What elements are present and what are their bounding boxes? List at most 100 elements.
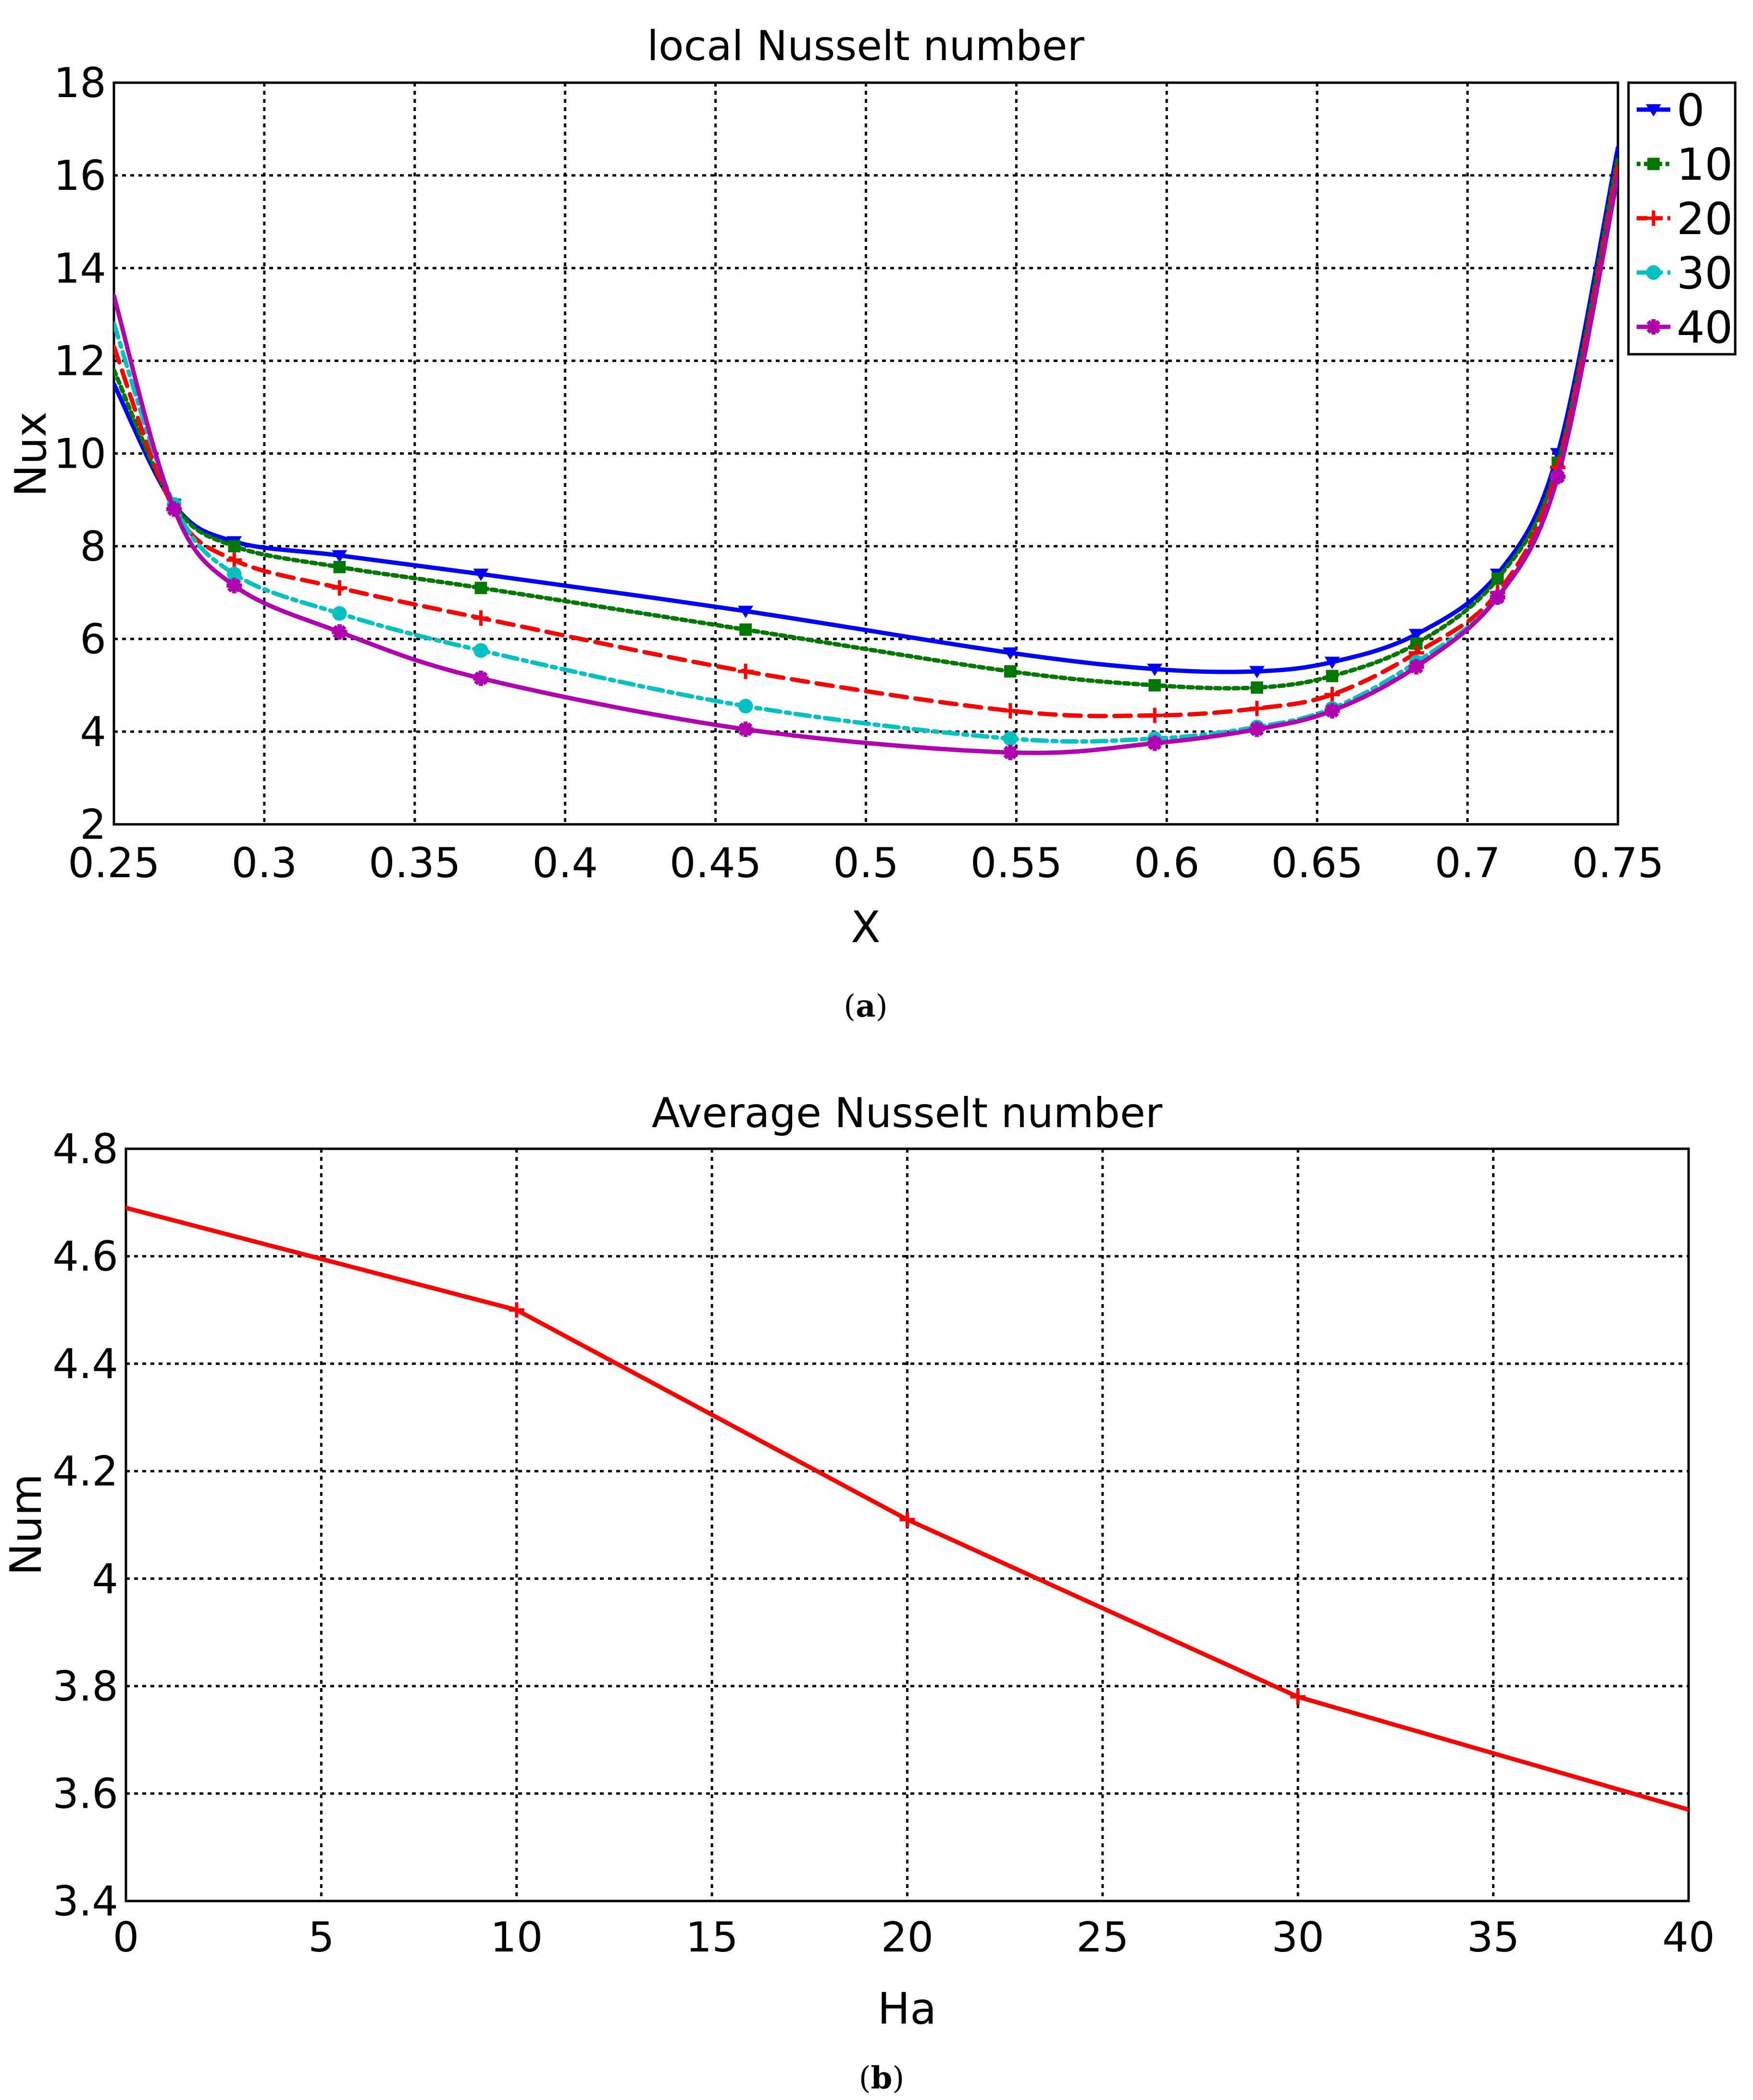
y-tick-label: 10 [54,430,106,478]
data-point [1147,735,1163,751]
x-tick-label: 0.5 [833,839,899,887]
data-point [1490,589,1505,605]
y-tick-label: 2 [80,801,106,849]
data-point [1408,629,1424,642]
x-axis-label: Ha [878,1984,937,2034]
x-tick-label: 25 [1076,1914,1129,1962]
legend-entry-10: 10 [1637,139,1733,190]
y-tick-label: 3.8 [52,1663,118,1711]
data-point [1249,700,1265,716]
x-tick-label: 0.3 [232,839,298,887]
caption-b: (b) [859,2060,905,2096]
data-point [332,550,348,563]
y-axis-label: Num [1,1474,51,1576]
legend-marker [1646,319,1661,335]
y-tick-label: 6 [80,615,106,663]
series-line-0 [114,145,1618,674]
series-40 [114,173,1618,760]
data-point [1324,703,1340,719]
data-point [1249,721,1265,737]
series-10 [114,154,1618,694]
y-tick-label: 4.8 [52,1125,118,1173]
series-Num [126,1205,1689,1812]
chart-title: local Nusselt number [647,22,1084,70]
y-tick-label: 12 [54,337,106,385]
data-point [473,671,489,686]
data-point [738,606,754,618]
data-point [739,623,752,636]
x-tick-label: 10 [490,1914,543,1962]
y-tick-label: 3.4 [52,1877,118,1926]
data-point [1002,745,1018,760]
y-tick-label: 8 [80,522,106,571]
y-tick-label: 16 [54,152,106,200]
data-point [1408,659,1424,675]
x-tick-label: 15 [685,1914,738,1962]
x-tick-label: 0.6 [1134,839,1200,887]
x-tick-label: 5 [308,1914,335,1962]
data-point [473,643,488,658]
data-point [228,540,241,553]
legend-marker [1646,104,1661,117]
data-point [509,1302,524,1318]
data-point [738,698,753,714]
legend-label: 0 [1677,85,1705,136]
data-point [226,578,242,594]
x-tick-label: 0.65 [1271,839,1363,887]
data-point [332,624,348,640]
data-point [1249,666,1265,679]
data-point [899,1512,915,1528]
data-point [1147,708,1163,723]
x-tick-label: 0.35 [369,839,460,887]
legend-entry-20: 20 [1637,193,1733,245]
legend-entry-30: 30 [1637,248,1733,299]
y-tick-labels: 2 4 6 8 10 12 14 16 18 [54,59,106,849]
data-point [227,567,242,582]
data-point [226,552,242,568]
x-tick-label: 0.75 [1572,839,1664,887]
data-point [1324,686,1340,702]
y-tick-label: 4.6 [52,1233,118,1281]
x-tick-labels: 0 5 10 15 20 25 30 35 40 [113,1914,1715,1962]
data-point [1003,731,1018,746]
x-tick-label: 30 [1272,1914,1324,1962]
x-tick-label: 0.25 [68,839,160,887]
average-nusselt-chart: 0 5 10 15 20 25 30 35 40 3.43.63.844.24.44.64.8 … [1,1089,1715,2034]
legend-label: 10 [1677,139,1733,190]
data-point [738,663,754,679]
x-tick-label: 35 [1467,1914,1519,1962]
y-tick-label: 18 [54,59,106,107]
data-point [474,582,487,594]
x-tick-label: 0 [113,1914,139,1962]
y-tick-labels: 3.4 3.6 3.8 4 4.2 4.4 4.6 4.8 [52,1125,118,1926]
data-point [166,501,182,517]
data-point [473,610,489,626]
x-tick-label: 0.55 [970,839,1062,887]
grid [112,81,1619,826]
y-tick-label: 4 [80,708,106,756]
y-tick-label: 3.6 [52,1770,118,1818]
data-point [333,560,346,573]
legend-entry-40: 40 [1637,302,1733,353]
data-point [1002,647,1018,660]
legend-label: 20 [1677,193,1733,245]
plot-frame [112,81,1619,826]
legend-label: 30 [1677,248,1733,299]
legend-label: 40 [1677,302,1733,353]
x-tick-label: 40 [1662,1914,1715,1962]
data-point [1326,670,1339,683]
series-line-20 [114,164,1618,719]
x-tick-labels: 0.25 0.3 0.35 0.4 0.45 0.5 0.55 0.6 0.65 0.7 0.75 [68,839,1664,887]
legend-marker [1646,211,1661,226]
data-point [738,721,754,737]
x-tick-label: 0.45 [670,839,761,887]
data-point [332,606,347,621]
data-point [332,580,348,596]
series-group [126,1205,1689,1812]
y-tick-label: 4.4 [52,1340,118,1388]
x-tick-label: 0.7 [1435,839,1501,887]
data-point [1002,703,1018,719]
legend-entry-0: 0 [1637,85,1705,136]
